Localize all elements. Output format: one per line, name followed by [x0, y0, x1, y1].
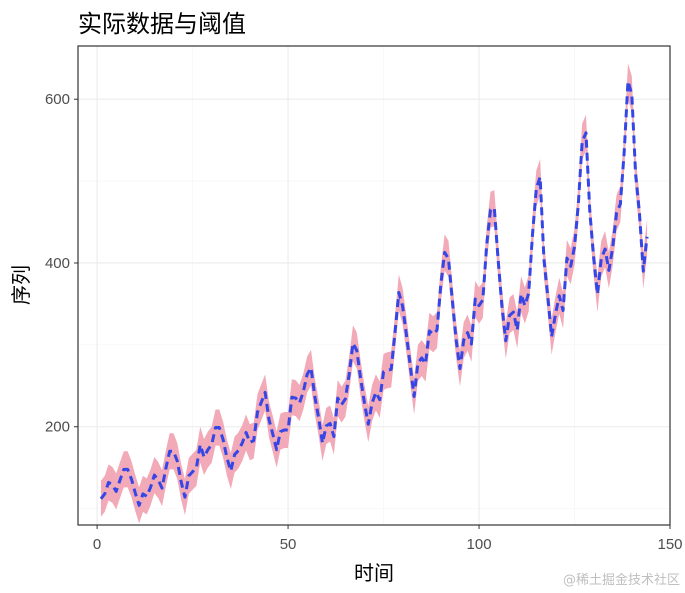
y-tick-label: 600 — [45, 91, 70, 108]
watermark-text: @稀土掘金技术社区 — [563, 572, 680, 588]
plot-border — [77, 45, 671, 526]
series-line — [99, 79, 649, 507]
x-tick-label: 50 — [280, 536, 297, 553]
y-tick-label: 400 — [45, 255, 70, 272]
x-tick-label: 150 — [657, 536, 682, 553]
x-axis-ticks: 0 50 100 150 — [93, 525, 683, 553]
y-axis-label: 序列 — [9, 265, 33, 305]
x-tick-label: 100 — [467, 536, 492, 553]
y-tick-label: 200 — [45, 419, 70, 436]
plot-area — [77, 45, 671, 526]
minor-gridlines — [78, 46, 670, 525]
y-axis-ticks: 200 400 600 — [45, 91, 78, 436]
x-axis-label: 时间 — [354, 561, 394, 585]
chart-title: 实际数据与阈值 — [78, 10, 246, 38]
series-line-layer — [99, 79, 649, 507]
x-tick-label: 0 — [93, 536, 101, 553]
